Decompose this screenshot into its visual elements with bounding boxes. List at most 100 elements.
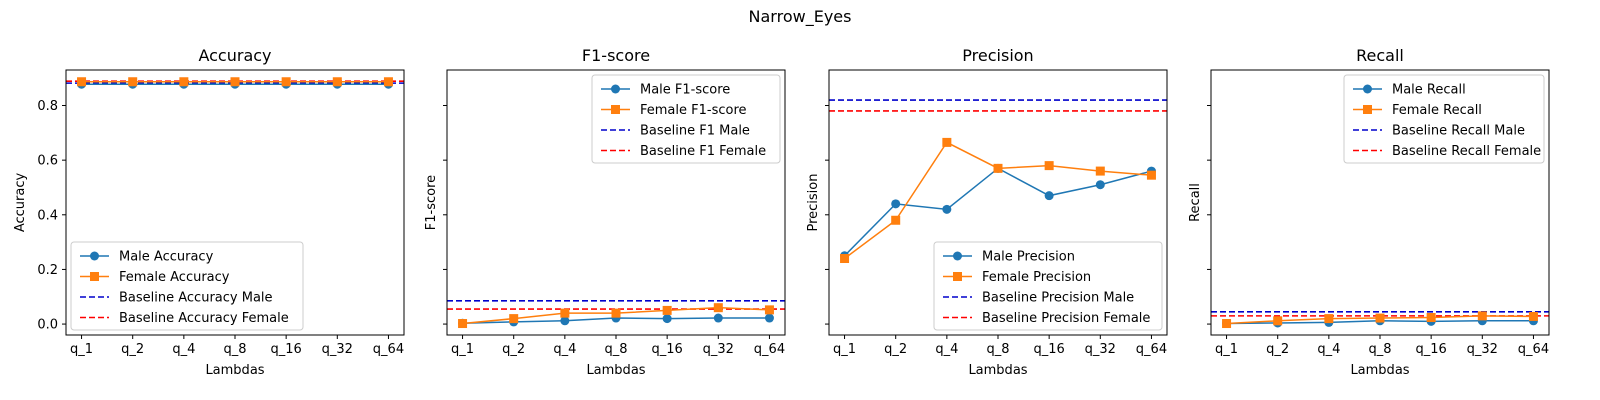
legend-marker (611, 84, 620, 94)
panel-title: Accuracy (198, 46, 271, 65)
legend: Male Accuracy Female Accuracy Baseline Acc… (70, 241, 304, 331)
data-point (383, 77, 393, 87)
data-point (840, 254, 850, 264)
legend-marker (953, 272, 962, 281)
data-point (662, 305, 672, 315)
data-point (1528, 311, 1538, 321)
data-point (713, 303, 723, 313)
x-tick-label: q_2 (1266, 342, 1289, 357)
x-tick-label: q_1 (70, 342, 93, 357)
panel-3: Recall q_1 q_2 q_4 q_8 q_16 q_32 q_64 Lambdas Rec… (1188, 46, 1550, 378)
data-point (1095, 166, 1105, 176)
data-point (179, 77, 189, 87)
data-point (611, 308, 621, 318)
data-point (764, 313, 774, 323)
x-tick-label: q_32 (322, 342, 353, 357)
legend-label: Baseline Recall Female (1392, 144, 1541, 159)
panel-2: Precision q_1 q_2 q_4 q_8 q_16 q_32 q_64 Lambdas… (806, 46, 1168, 378)
legend-box (1343, 74, 1545, 164)
data-point (942, 137, 952, 147)
data-point (77, 77, 87, 87)
legend-label: Male F1-score (640, 83, 730, 98)
panels: Accuracy q_1 q_2 q_4 q_8 q_16 q_32 q_64 0.0 0.2 0.… (13, 46, 1550, 378)
data-point (509, 314, 519, 324)
x-tick-label: q_4 (1317, 342, 1340, 357)
legend: Male F1-score Female F1-score Baseline F1 … (591, 74, 781, 164)
data-point (1426, 313, 1436, 323)
x-tick-label: q_8 (604, 342, 627, 357)
x-tick-label: q_16 (271, 342, 302, 357)
data-point (458, 319, 468, 329)
legend-label: Baseline F1 Female (640, 144, 766, 159)
x-tick-label: q_2 (884, 342, 907, 357)
data-point (662, 314, 672, 324)
y-tick-label: 0.2 (37, 263, 58, 278)
legend-marker (1363, 105, 1372, 114)
data-point (128, 77, 138, 87)
x-tick-label: q_1 (1215, 342, 1238, 357)
x-tick-label: q_8 (986, 342, 1009, 357)
data-point (1222, 319, 1232, 329)
x-tick-label: q_1 (833, 342, 856, 357)
legend-marker (611, 105, 620, 114)
data-point (891, 215, 901, 225)
x-tick-label: q_64 (373, 342, 404, 357)
legend-label: Baseline Precision Female (982, 311, 1150, 326)
data-point (1044, 191, 1054, 201)
y-tick-label: 0.0 (37, 318, 58, 333)
x-tick-label: q_8 (223, 342, 246, 357)
legend-label: Baseline Recall Male (1392, 124, 1525, 139)
x-tick-label: q_64 (1518, 342, 1549, 357)
x-tick-label: q_2 (121, 342, 144, 357)
x-tick-label: q_4 (172, 342, 195, 357)
data-point (332, 77, 342, 87)
y-axis-title: Precision (806, 173, 821, 231)
x-tick-label: q_16 (652, 342, 683, 357)
x-tick-label: q_8 (1368, 342, 1391, 357)
legend: Male Recall Female Recall Baseline Recall … (1343, 74, 1545, 164)
legend-marker (90, 251, 99, 261)
data-point (1273, 316, 1283, 326)
legend-label: Female F1-score (640, 103, 747, 118)
x-tick-label: q_16 (1034, 342, 1065, 357)
data-point (1375, 313, 1385, 323)
x-tick-label: q_64 (754, 342, 785, 357)
data-point (1146, 170, 1156, 180)
data-point (942, 204, 952, 214)
panel-title: Precision (962, 46, 1033, 65)
x-tick-label: q_1 (451, 342, 474, 357)
legend-box (591, 74, 781, 164)
y-tick-label: 0.4 (37, 208, 58, 223)
legend-label: Female Recall (1392, 103, 1482, 118)
x-tick-label: q_4 (553, 342, 576, 357)
x-axis-title: Lambdas (968, 363, 1027, 378)
legend: Male Precision Female Precision Baseline P… (933, 241, 1163, 331)
legend-label: Female Precision (982, 270, 1091, 285)
legend-label: Male Accuracy (119, 250, 214, 265)
x-tick-label: q_4 (935, 342, 958, 357)
panel-title: Recall (1356, 46, 1404, 65)
data-point (560, 308, 570, 318)
legend-label: Baseline Accuracy Male (119, 291, 273, 306)
panel-1: F1-score q_1 q_2 q_4 q_8 q_16 q_32 q_64 Lambdas F… (424, 46, 786, 378)
legend-box (933, 241, 1163, 331)
legend-label: Baseline Precision Male (982, 291, 1134, 306)
panel-0: Accuracy q_1 q_2 q_4 q_8 q_16 q_32 q_64 0.0 0.2 0.… (13, 46, 405, 378)
legend-label: Female Accuracy (119, 270, 230, 285)
data-point (560, 316, 570, 326)
x-tick-label: q_32 (1467, 342, 1498, 357)
data-point (230, 77, 240, 87)
x-tick-label: q_16 (1416, 342, 1447, 357)
data-point (1044, 161, 1054, 171)
x-axis-title: Lambdas (1350, 363, 1409, 378)
data-point (1477, 311, 1487, 321)
data-point (281, 77, 291, 87)
data-point (993, 163, 1003, 173)
data-point (891, 199, 901, 209)
x-tick-label: q_64 (1136, 342, 1167, 357)
legend-label: Male Recall (1392, 83, 1466, 98)
legend-label: Male Precision (982, 250, 1075, 265)
data-point (1095, 180, 1105, 190)
x-tick-label: q_32 (1085, 342, 1116, 357)
